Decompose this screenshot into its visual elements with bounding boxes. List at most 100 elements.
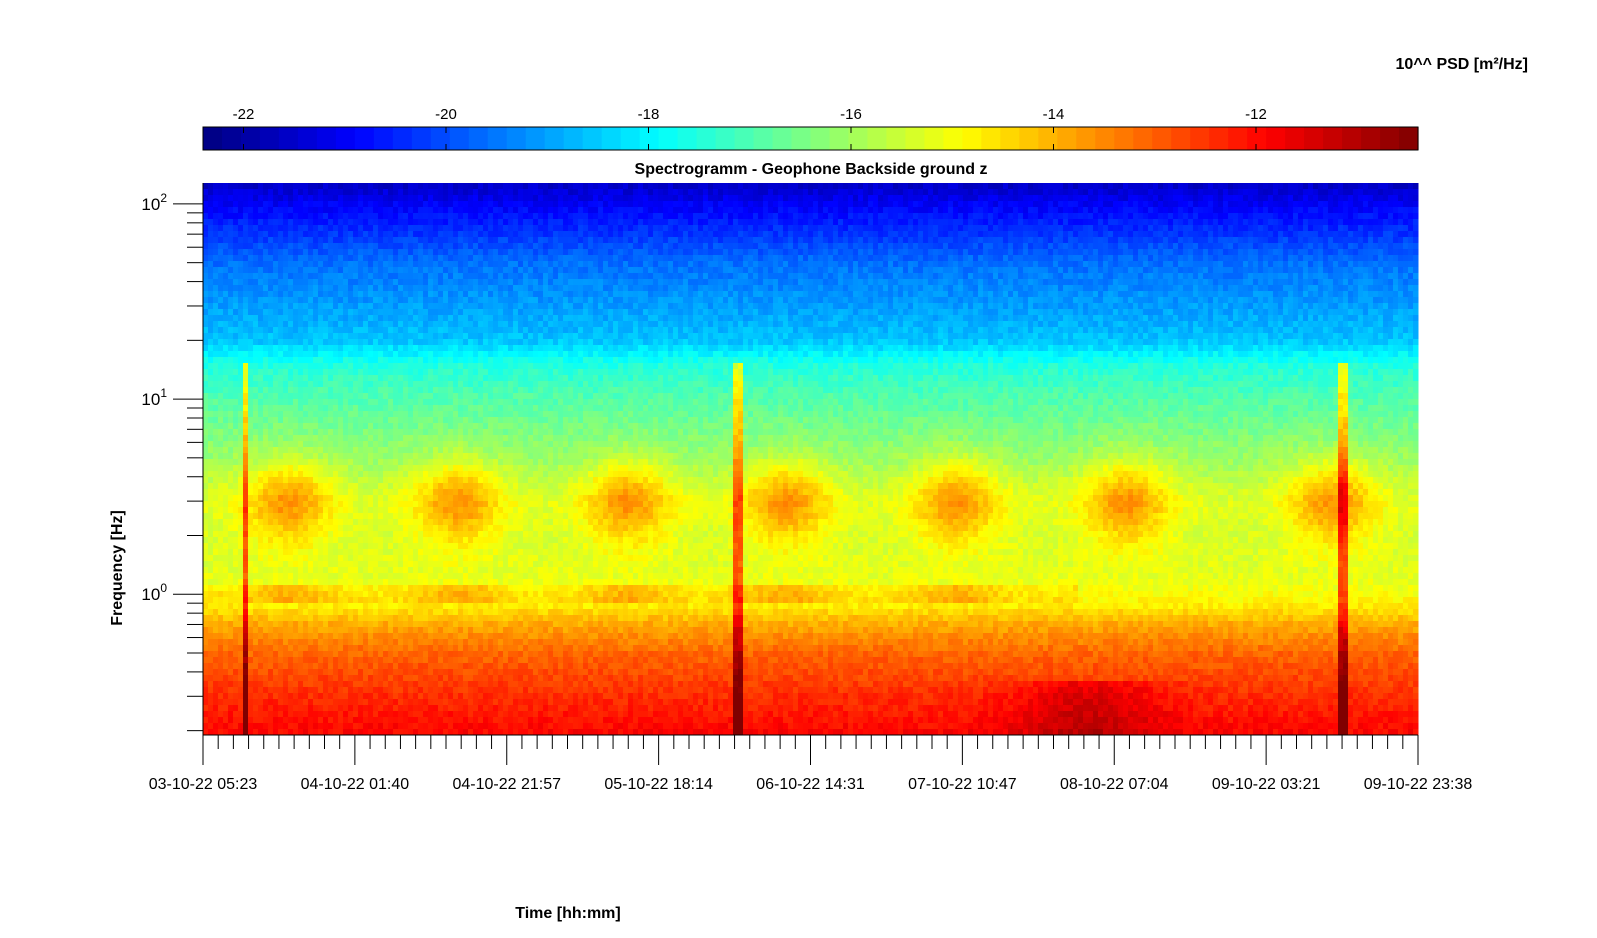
spectrogram-cell xyxy=(258,183,264,190)
spectrogram-cell xyxy=(1113,207,1119,214)
spectrogram-cell xyxy=(553,279,559,286)
spectrogram-cell xyxy=(263,237,269,244)
spectrogram-cell xyxy=(343,267,349,274)
spectrogram-cell xyxy=(1173,285,1179,292)
spectrogram-cell xyxy=(808,219,814,226)
spectrogram-cell xyxy=(523,189,529,196)
spectrogram-cell xyxy=(288,255,294,262)
spectrogram-cell xyxy=(588,291,594,298)
spectrogram-cell xyxy=(678,237,684,244)
spectrogram-cell xyxy=(448,201,454,208)
spectrogram-cell xyxy=(618,183,624,190)
spectrogram-cell xyxy=(468,225,474,232)
spectrogram-cell xyxy=(758,195,764,202)
spectrogram-cell xyxy=(508,201,514,208)
spectrogram-cell xyxy=(1333,183,1339,190)
spectrogram-cell xyxy=(1343,219,1349,226)
spectrogram-cell xyxy=(268,237,274,244)
spectrogram-cell xyxy=(643,243,649,250)
spectrogram-cell xyxy=(878,279,884,286)
spectrogram-cell xyxy=(1048,225,1054,232)
spectrogram-cell xyxy=(203,279,209,286)
spectrogram-cell xyxy=(498,267,504,274)
spectrogram-cell xyxy=(1078,237,1084,244)
spectrogram-cell xyxy=(868,225,874,232)
spectrogram-cell xyxy=(383,303,389,310)
spectrogram-cell xyxy=(1368,183,1374,190)
spectrogram-cell xyxy=(1138,273,1144,280)
spectrogram-cell xyxy=(418,273,424,280)
spectrogram-cell xyxy=(253,243,259,250)
spectrogram-cell xyxy=(663,291,669,298)
spectrogram-cell xyxy=(803,255,809,262)
spectrogram-cell xyxy=(1148,231,1154,238)
spectrogram-cell xyxy=(253,285,259,292)
spectrogram-cell xyxy=(913,237,919,244)
spectrogram-cell xyxy=(1213,285,1219,292)
spectrogram-cell xyxy=(1368,189,1374,196)
spectrogram-cell xyxy=(458,201,464,208)
spectrogram-cell xyxy=(273,279,279,286)
spectrogram-cell xyxy=(1233,213,1239,220)
spectrogram-cell xyxy=(303,213,309,220)
spectrogram-cell xyxy=(1158,183,1164,190)
spectrogram-cell xyxy=(1058,297,1064,304)
spectrogram-cell xyxy=(973,285,979,292)
spectrogram-cell xyxy=(923,207,929,214)
spectrogram-cell xyxy=(1083,195,1089,202)
spectrogram-cell xyxy=(1228,279,1234,286)
spectrogram-cell xyxy=(1198,255,1204,262)
spectrogram-cell xyxy=(833,213,839,220)
spectrogram-cell xyxy=(1238,243,1244,250)
spectrogram-cell xyxy=(858,285,864,292)
spectrogram-cell xyxy=(773,249,779,256)
spectrogram-cell xyxy=(963,261,969,268)
spectrogram-cell xyxy=(603,207,609,214)
spectrogram-cell xyxy=(1033,297,1039,304)
spectrogram-cell xyxy=(928,279,934,286)
colorbar-cell xyxy=(601,127,622,150)
spectrogram-cell xyxy=(913,249,919,256)
spectrogram-cell xyxy=(218,237,224,244)
spectrogram-cell xyxy=(493,297,499,304)
spectrogram-cell xyxy=(1213,273,1219,280)
spectrogram-cell xyxy=(1373,195,1379,202)
colorbar-cell xyxy=(487,127,508,150)
spectrogram-cell xyxy=(1193,195,1199,202)
spectrogram-cell xyxy=(938,231,944,238)
spectrogram-cell xyxy=(738,279,744,286)
spectrogram-cell xyxy=(943,297,949,304)
spectrogram-cell xyxy=(928,207,934,214)
spectrogram-cell xyxy=(1218,183,1224,190)
spectrogram-cell xyxy=(338,267,344,274)
spectrogram-cell xyxy=(263,195,269,202)
spectrogram-cell xyxy=(763,207,769,214)
spectrogram-cell xyxy=(638,189,644,196)
spectrogram-cell xyxy=(818,201,824,208)
spectrogram-cell xyxy=(473,249,479,256)
spectrogram-cell xyxy=(978,207,984,214)
spectrogram-cell xyxy=(378,303,384,310)
spectrogram-cell xyxy=(1323,207,1329,214)
spectrogram-cell xyxy=(273,219,279,226)
spectrogram-cell xyxy=(623,297,629,304)
spectrogram-cell xyxy=(718,213,724,220)
spectrogram-cell xyxy=(903,231,909,238)
spectrogram-cell xyxy=(1218,237,1224,244)
spectrogram-cell xyxy=(893,243,899,250)
spectrogram-cell xyxy=(1093,243,1099,250)
spectrogram-cell xyxy=(838,243,844,250)
spectrogram-cell xyxy=(743,279,749,286)
spectrogram-cell xyxy=(1098,291,1104,298)
spectrogram-cell xyxy=(1228,219,1234,226)
spectrogram-cell xyxy=(723,213,729,220)
spectrogram-cell xyxy=(318,273,324,280)
spectrogram-cell xyxy=(1063,231,1069,238)
spectrogram-cell xyxy=(853,219,859,226)
spectrogram-cell xyxy=(928,267,934,274)
spectrogram-cell xyxy=(993,255,999,262)
spectrogram-cell xyxy=(533,219,539,226)
spectrogram-cell xyxy=(668,273,674,280)
spectrogram-cell xyxy=(533,237,539,244)
spectrogram-cell xyxy=(558,183,564,190)
